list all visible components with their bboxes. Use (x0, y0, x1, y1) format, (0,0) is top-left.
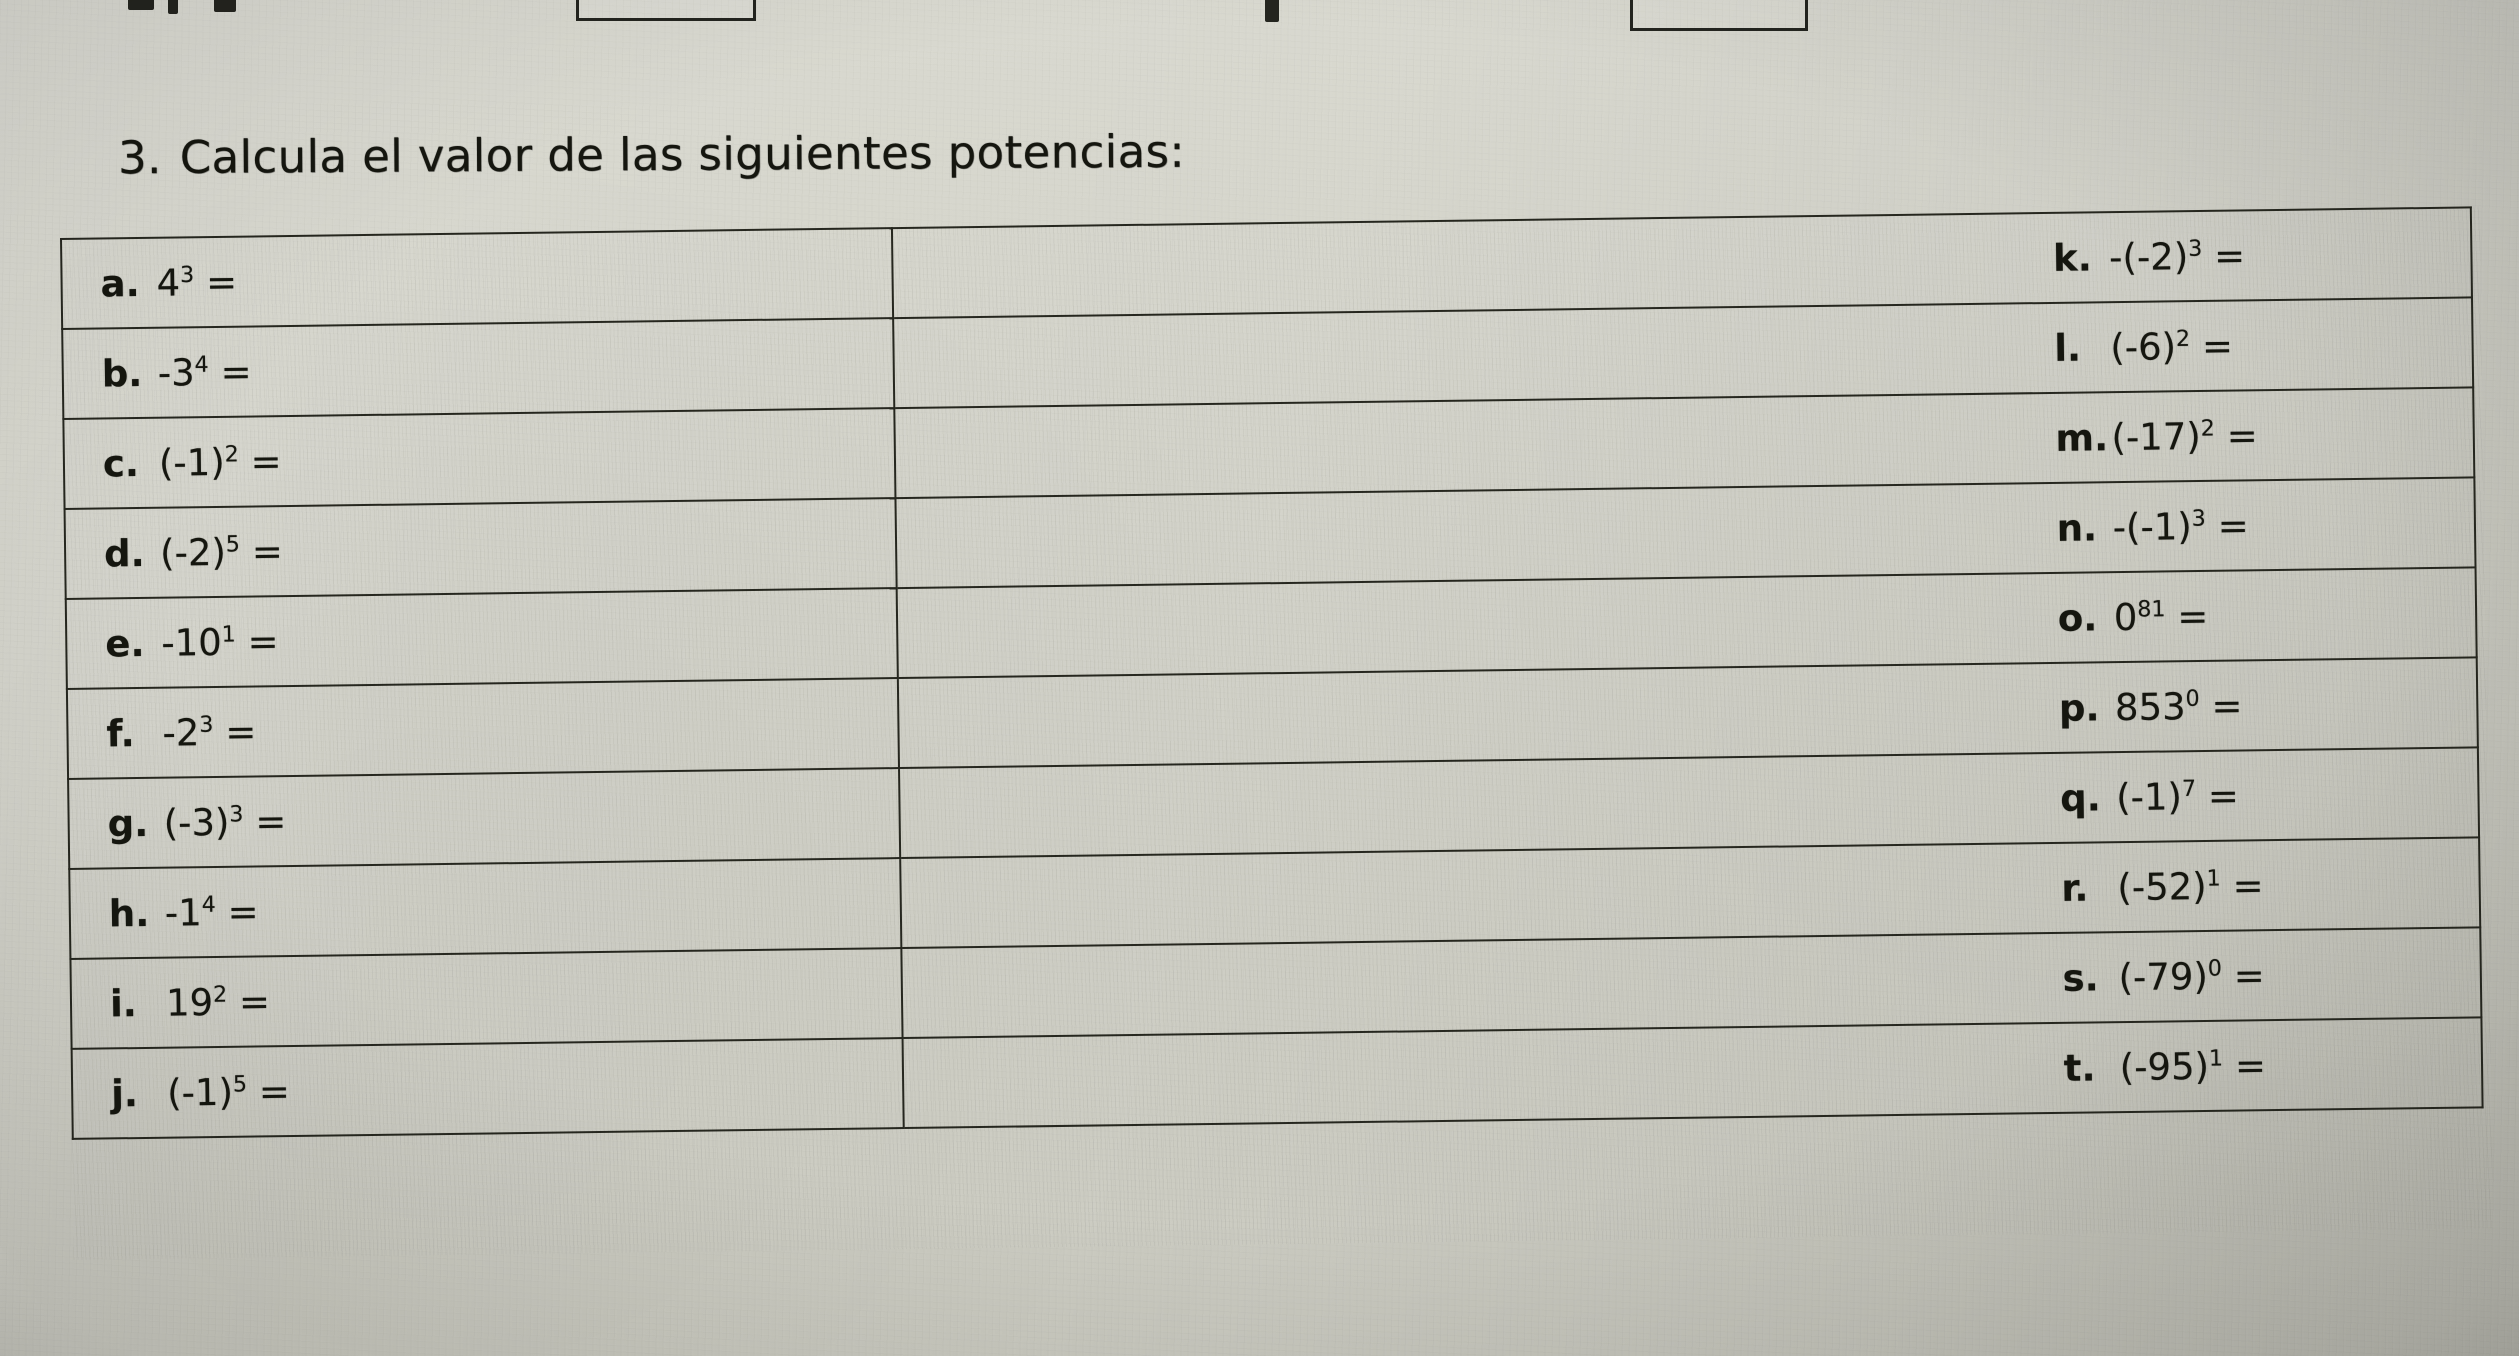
ink-scrap (168, 0, 178, 14)
exponent: 4 (201, 891, 216, 918)
exponent: 0 (2185, 685, 2200, 712)
power-expression: (-6)2 = (2110, 324, 2234, 369)
exponent: 3 (199, 711, 214, 738)
exponent: 2 (2200, 414, 2215, 442)
exponent: 0 (2207, 954, 2223, 982)
exponent: 3 (179, 261, 195, 288)
power-expression: -23 = (162, 709, 257, 755)
table-cell-right[interactable]: t. (-95)1 = (902, 1017, 2483, 1129)
exponent: 5 (232, 1070, 248, 1097)
table-cell-left[interactable]: a. 43 = (61, 228, 893, 329)
power-expression: 8530 = (2114, 683, 2243, 729)
table-cell-left[interactable]: b. -34 = (62, 318, 894, 419)
power-expression: 192 = (165, 979, 271, 1025)
item-label: a. (100, 261, 140, 305)
answer-box[interactable] (1630, 0, 1808, 31)
table-cell-left[interactable]: e. -101 = (65, 588, 898, 689)
exponent: 81 (2137, 595, 2166, 623)
item-label: q. (2059, 775, 2102, 820)
exponent: 1 (2206, 864, 2221, 892)
item-label: g. (107, 801, 149, 845)
powers-table-body: a. 43 = k. -(-2)3 = b. -34 = l. (-6)2 = c. (-1)2 … (61, 207, 2483, 1139)
power-expression: (-2)5 = (159, 529, 284, 575)
power-expression: (-95)1 = (2119, 1043, 2267, 1089)
item-label: l. (2054, 326, 2082, 370)
table-cell-left[interactable]: i. 192 = (70, 948, 903, 1049)
item-label: i. (109, 981, 138, 1025)
item-label: m. (2055, 415, 2109, 460)
power-expression: -101 = (161, 619, 279, 665)
exponent: 7 (2181, 775, 2197, 802)
exponent: 2 (212, 981, 228, 1008)
power-expression: (-52)1 = (2117, 863, 2264, 909)
power-expression: (-17)2 = (2111, 413, 2258, 459)
power-expression: -34 = (157, 350, 252, 395)
item-label: n. (2056, 505, 2098, 550)
item-label: f. (106, 711, 135, 755)
item-label: d. (103, 531, 145, 575)
power-expression: 081 = (2113, 594, 2209, 639)
exponent: 3 (2187, 235, 2203, 262)
answer-box[interactable] (576, 0, 756, 21)
power-expression: 43 = (156, 260, 238, 305)
power-expression: (-1)2 = (158, 439, 282, 485)
table-cell-left[interactable]: c. (-1)2 = (63, 408, 896, 509)
item-label: h. (108, 891, 150, 935)
ink-scrap (214, 0, 236, 12)
power-expression: (-1)7 = (2115, 774, 2240, 819)
item-label: o. (2057, 595, 2098, 640)
ink-scrap (1265, 0, 1279, 22)
exponent: 1 (2208, 1044, 2224, 1072)
exponent: 2 (224, 440, 239, 468)
powers-table: a. 43 = k. -(-2)3 = b. -34 = l. (-6)2 = c. (-1)2 … (60, 206, 2484, 1139)
exponent: 2 (2175, 325, 2191, 352)
exponent: 4 (194, 351, 209, 378)
powers-table-container: a. 43 = k. -(-2)3 = b. -34 = l. (-6)2 = c. (-1)2 … (60, 206, 2494, 1260)
power-expression: (-79)0 = (2118, 953, 2266, 999)
power-expression: (-1)5 = (166, 1069, 291, 1115)
item-label: p. (2058, 685, 2100, 730)
item-label: r. (2061, 866, 2089, 910)
exponent: 3 (229, 800, 244, 828)
item-label: k. (2052, 235, 2093, 280)
item-label: s. (2062, 955, 2099, 1000)
table-cell-left[interactable]: g. (-3)3 = (68, 768, 900, 869)
ink-scrap (128, 0, 154, 10)
exercise-instruction: Calcula el valor de las siguientes poten… (179, 124, 1186, 184)
item-label: j. (110, 1071, 139, 1115)
power-expression: -(-1)3 = (2112, 503, 2249, 549)
power-expression: -14 = (164, 889, 259, 935)
item-label: t. (2063, 1045, 2096, 1090)
table-cell-left[interactable]: h. -14 = (69, 858, 902, 959)
item-label: c. (102, 441, 140, 485)
item-label: b. (101, 351, 143, 395)
exponent: 3 (2191, 505, 2206, 532)
table-cell-left[interactable]: f. -23 = (66, 678, 899, 779)
power-expression: (-3)3 = (163, 799, 287, 845)
table-cell-left[interactable]: d. (-2)5 = (64, 498, 897, 599)
table-cell-left[interactable]: j. (-1)5 = (71, 1038, 904, 1139)
exercise-number: 3. (117, 130, 162, 185)
exponent: 5 (225, 530, 241, 558)
item-label: e. (105, 621, 145, 665)
power-expression: -(-2)3 = (2108, 233, 2246, 279)
page-title: 3. Calcula el valor de las siguientes pot… (118, 125, 1185, 185)
exponent: 1 (221, 620, 236, 648)
